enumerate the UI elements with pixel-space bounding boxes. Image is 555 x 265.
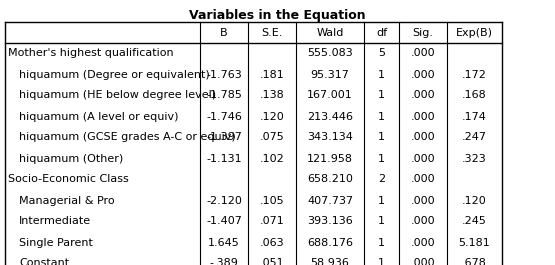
Text: .102: .102 — [260, 153, 284, 164]
Text: .120: .120 — [260, 112, 284, 121]
Text: Intermediate: Intermediate — [19, 217, 91, 227]
Text: Exp(B): Exp(B) — [456, 28, 493, 38]
Text: 5: 5 — [378, 48, 385, 59]
Text: .138: .138 — [260, 91, 284, 100]
Text: .323: .323 — [462, 153, 487, 164]
Text: 555.083: 555.083 — [307, 48, 353, 59]
Text: 1: 1 — [378, 112, 385, 121]
Text: .120: .120 — [462, 196, 487, 205]
Text: .000: .000 — [411, 132, 435, 143]
Text: Constant: Constant — [19, 258, 69, 265]
Text: 407.737: 407.737 — [307, 196, 353, 205]
Text: 1: 1 — [378, 69, 385, 80]
Text: 58.936: 58.936 — [311, 258, 350, 265]
Text: -1.131: -1.131 — [206, 153, 242, 164]
Text: .000: .000 — [411, 174, 435, 184]
Text: .105: .105 — [260, 196, 284, 205]
Text: .000: .000 — [411, 237, 435, 248]
Text: 167.001: 167.001 — [307, 91, 353, 100]
Text: Variables in the Equation: Variables in the Equation — [189, 9, 366, 22]
Text: 1.645: 1.645 — [208, 237, 240, 248]
Text: 343.134: 343.134 — [307, 132, 353, 143]
Text: .000: .000 — [411, 153, 435, 164]
Text: 1: 1 — [378, 258, 385, 265]
Text: .000: .000 — [411, 217, 435, 227]
Text: 658.210: 658.210 — [307, 174, 353, 184]
Text: 393.136: 393.136 — [307, 217, 353, 227]
Text: .000: .000 — [411, 196, 435, 205]
Text: .075: .075 — [260, 132, 284, 143]
Text: hiquamum (Degree or equivalent): hiquamum (Degree or equivalent) — [19, 69, 210, 80]
Text: Socio-Economic Class: Socio-Economic Class — [8, 174, 129, 184]
Text: 2: 2 — [378, 174, 385, 184]
Text: -.389: -.389 — [210, 258, 239, 265]
Text: .247: .247 — [462, 132, 487, 143]
Text: .000: .000 — [411, 69, 435, 80]
Text: .174: .174 — [462, 112, 487, 121]
Text: hiquamum (A level or equiv): hiquamum (A level or equiv) — [19, 112, 179, 121]
Text: -1.397: -1.397 — [206, 132, 242, 143]
Text: .063: .063 — [260, 237, 284, 248]
Text: .071: .071 — [260, 217, 284, 227]
Text: hiquamum (GCSE grades A-C or equiv): hiquamum (GCSE grades A-C or equiv) — [19, 132, 236, 143]
Text: .168: .168 — [462, 91, 487, 100]
Text: -2.120: -2.120 — [206, 196, 242, 205]
Text: .000: .000 — [411, 91, 435, 100]
Text: .245: .245 — [462, 217, 487, 227]
Text: B: B — [220, 28, 228, 38]
Text: -1.785: -1.785 — [206, 91, 242, 100]
Text: 5.181: 5.181 — [458, 237, 491, 248]
Text: .000: .000 — [411, 48, 435, 59]
Text: Sig.: Sig. — [412, 28, 433, 38]
Text: .000: .000 — [411, 258, 435, 265]
Text: hiquamum (HE below degree level): hiquamum (HE below degree level) — [19, 91, 216, 100]
Text: 1: 1 — [378, 91, 385, 100]
Text: 1: 1 — [378, 196, 385, 205]
Text: Managerial & Pro: Managerial & Pro — [19, 196, 115, 205]
Text: 1: 1 — [378, 153, 385, 164]
Text: -1.763: -1.763 — [206, 69, 242, 80]
Text: -1.746: -1.746 — [206, 112, 242, 121]
Text: Mother's highest qualification: Mother's highest qualification — [8, 48, 174, 59]
Text: Single Parent: Single Parent — [19, 237, 93, 248]
Text: 213.446: 213.446 — [307, 112, 353, 121]
Text: .000: .000 — [411, 112, 435, 121]
Text: Wald: Wald — [316, 28, 344, 38]
Text: -1.407: -1.407 — [206, 217, 242, 227]
Text: .172: .172 — [462, 69, 487, 80]
Text: df: df — [376, 28, 387, 38]
Text: 1: 1 — [378, 217, 385, 227]
Text: .678: .678 — [462, 258, 487, 265]
Text: .181: .181 — [260, 69, 284, 80]
Text: .051: .051 — [260, 258, 284, 265]
Text: 95.317: 95.317 — [311, 69, 350, 80]
Text: S.E.: S.E. — [261, 28, 282, 38]
Text: 121.958: 121.958 — [307, 153, 353, 164]
Text: hiquamum (Other): hiquamum (Other) — [19, 153, 123, 164]
Text: 1: 1 — [378, 237, 385, 248]
Text: 1: 1 — [378, 132, 385, 143]
Text: 688.176: 688.176 — [307, 237, 353, 248]
